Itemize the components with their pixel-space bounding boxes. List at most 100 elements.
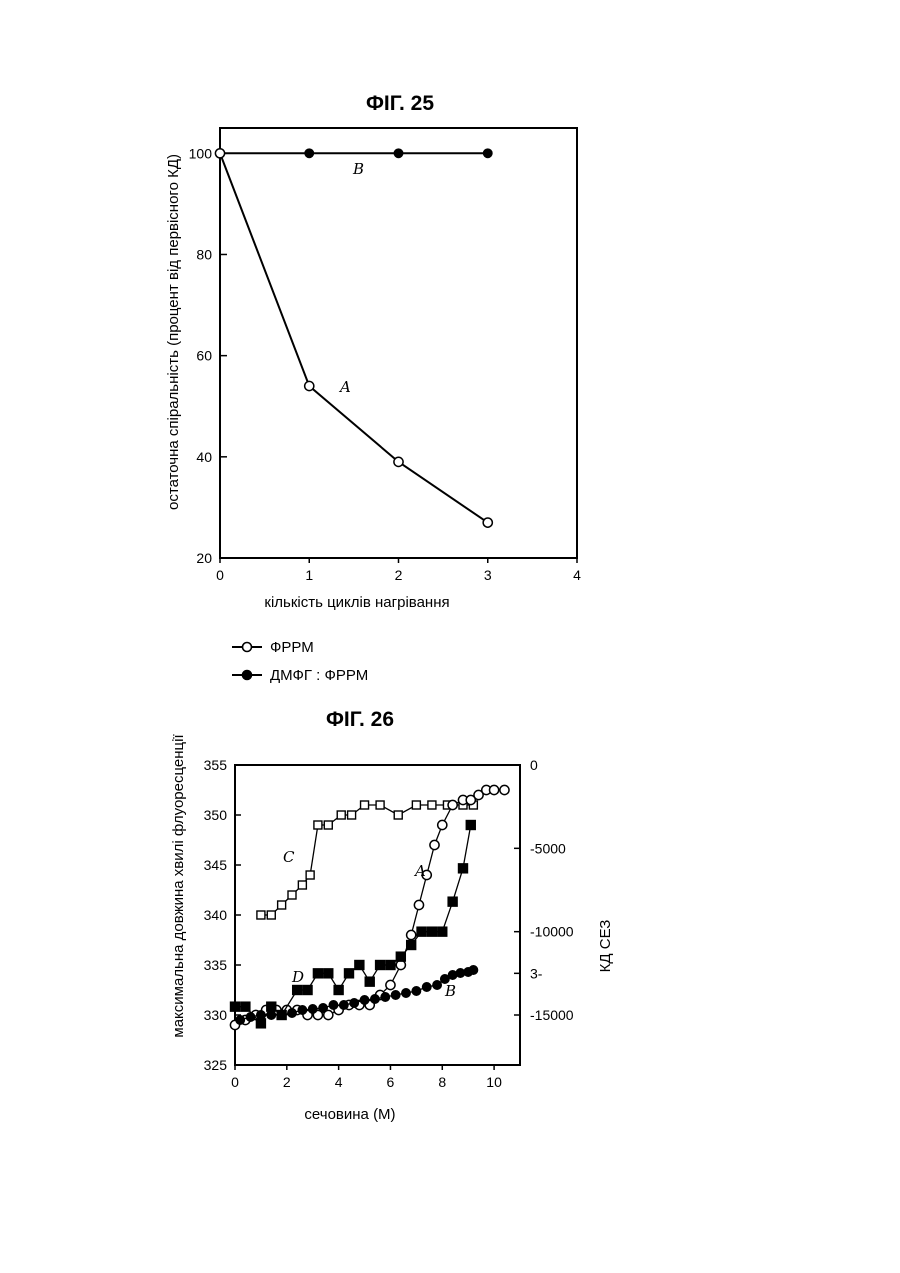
fig26-curve-label-a: A	[413, 862, 426, 880]
data-point-d	[386, 961, 395, 970]
x-tick-label: 2	[283, 1074, 291, 1090]
y2-tick-label: -5000	[530, 840, 566, 856]
series-line-a	[235, 790, 504, 1025]
y-tick-label: 60	[196, 348, 212, 364]
data-point-d	[417, 927, 426, 936]
data-point-d	[334, 986, 343, 995]
data-point-d	[313, 969, 322, 978]
fig26-series-group	[230, 785, 509, 1029]
legend-label-frpm: ФРРМ	[270, 639, 314, 656]
fig26-curve-label-c: C	[283, 848, 295, 866]
y-tick-label: 355	[204, 757, 228, 773]
x-tick-label: 3	[484, 567, 492, 583]
x-tick-label: 8	[438, 1074, 446, 1090]
fig26-curve-label-b: B	[444, 982, 456, 1000]
data-point-d	[448, 897, 457, 906]
y-tick-label: 40	[196, 449, 212, 465]
data-point-c	[298, 881, 306, 889]
y-tick-label: 350	[204, 807, 228, 823]
fig25-x-ticks: 01234	[216, 558, 581, 583]
data-point-c	[278, 901, 286, 909]
data-point-c	[348, 811, 356, 819]
fig25-curve-label-a: A	[338, 378, 351, 396]
data-point-b	[236, 1016, 244, 1024]
data-point-c	[314, 821, 322, 829]
y-tick-label: 325	[204, 1057, 228, 1073]
fig26-y-axis-label: максимальна довжина хвилі флуоресценції	[170, 734, 187, 1038]
data-point-d	[241, 1002, 250, 1011]
data-point-c	[288, 891, 296, 899]
y-tick-label: 330	[204, 1007, 228, 1023]
data-point-b	[329, 1001, 337, 1009]
data-point-b	[412, 987, 420, 995]
data-point-a	[483, 518, 492, 527]
data-point-a	[489, 785, 498, 794]
legend-item-frpm: ФРРМ	[232, 639, 314, 656]
data-point-b	[394, 149, 402, 157]
data-point-b	[371, 995, 379, 1003]
data-point-b	[288, 1009, 296, 1017]
data-point-b	[298, 1006, 306, 1014]
data-point-b	[402, 989, 410, 997]
data-point-b	[246, 1013, 254, 1021]
y-tick-label: 100	[189, 145, 213, 161]
y-tick-label: 335	[204, 957, 228, 973]
fig26-curve-label-d: D	[291, 968, 304, 986]
data-point-b	[257, 1011, 265, 1019]
data-point-a	[438, 820, 447, 829]
y-tick-label: 340	[204, 907, 228, 923]
x-tick-label: 0	[231, 1074, 239, 1090]
series-line-a	[220, 153, 488, 522]
data-point-c	[412, 801, 420, 809]
fig25-legend: ФРРМ ДМФГ : ФРРМ	[232, 639, 368, 684]
data-point-b	[309, 1005, 317, 1013]
data-point-d	[407, 941, 416, 950]
x-tick-label: 0	[216, 567, 224, 583]
fig26-y2-ticks: 0-5000-100003--15000	[514, 757, 574, 1023]
x-tick-label: 6	[387, 1074, 395, 1090]
x-tick-label: 1	[305, 567, 313, 583]
fig25-y-axis-label: остаточна спіральність (процент від перв…	[165, 154, 182, 510]
data-point-d	[267, 1002, 276, 1011]
fig25-plot-frame	[220, 128, 577, 558]
data-point-b	[267, 1011, 275, 1019]
x-tick-label: 2	[395, 567, 403, 583]
data-point-b	[469, 966, 477, 974]
y-tick-label: 80	[196, 246, 212, 262]
data-point-d	[459, 864, 468, 873]
legend-filled-circle-marker	[243, 671, 252, 680]
x-tick-label: 4	[335, 1074, 343, 1090]
figure-26: ФІГ. 26 325 330 335 340 345 350 355 0-5000-100…	[170, 708, 614, 1123]
data-point-b	[484, 149, 492, 157]
data-point-d	[466, 821, 475, 830]
fig26-y2-axis-label: КД СЕЗ	[597, 920, 614, 973]
legend-open-circle-marker	[243, 643, 252, 652]
data-point-c	[428, 801, 436, 809]
x-tick-label: 10	[486, 1074, 502, 1090]
data-point-d	[376, 961, 385, 970]
data-point-a	[215, 149, 224, 158]
fig26-title: ФІГ. 26	[326, 708, 394, 731]
data-point-b	[360, 996, 368, 1004]
data-point-c	[306, 871, 314, 879]
legend-label-dmfg-frpm: ДМФГ : ФРРМ	[270, 667, 368, 684]
data-point-d	[324, 969, 333, 978]
y-tick-label: 345	[204, 857, 228, 873]
y2-tick-label: 3-	[530, 965, 543, 981]
data-point-a	[305, 381, 314, 390]
data-point-c	[337, 811, 345, 819]
data-point-c	[394, 811, 402, 819]
data-point-d	[427, 927, 436, 936]
fig26-x-axis-label: сечовина (М)	[304, 1106, 395, 1123]
figure-25: ФІГ. 25 20406080100 01234 остаточна спір…	[165, 92, 581, 684]
data-point-a	[414, 900, 423, 909]
series-line-d	[235, 825, 471, 1023]
fig25-y-ticks: 20 40 60 80 100	[189, 145, 227, 566]
data-point-c	[324, 821, 332, 829]
data-point-d	[293, 986, 302, 995]
data-point-a	[394, 457, 403, 466]
data-point-b	[391, 991, 399, 999]
y-tick-label: 20	[196, 550, 212, 566]
data-point-c	[257, 911, 265, 919]
